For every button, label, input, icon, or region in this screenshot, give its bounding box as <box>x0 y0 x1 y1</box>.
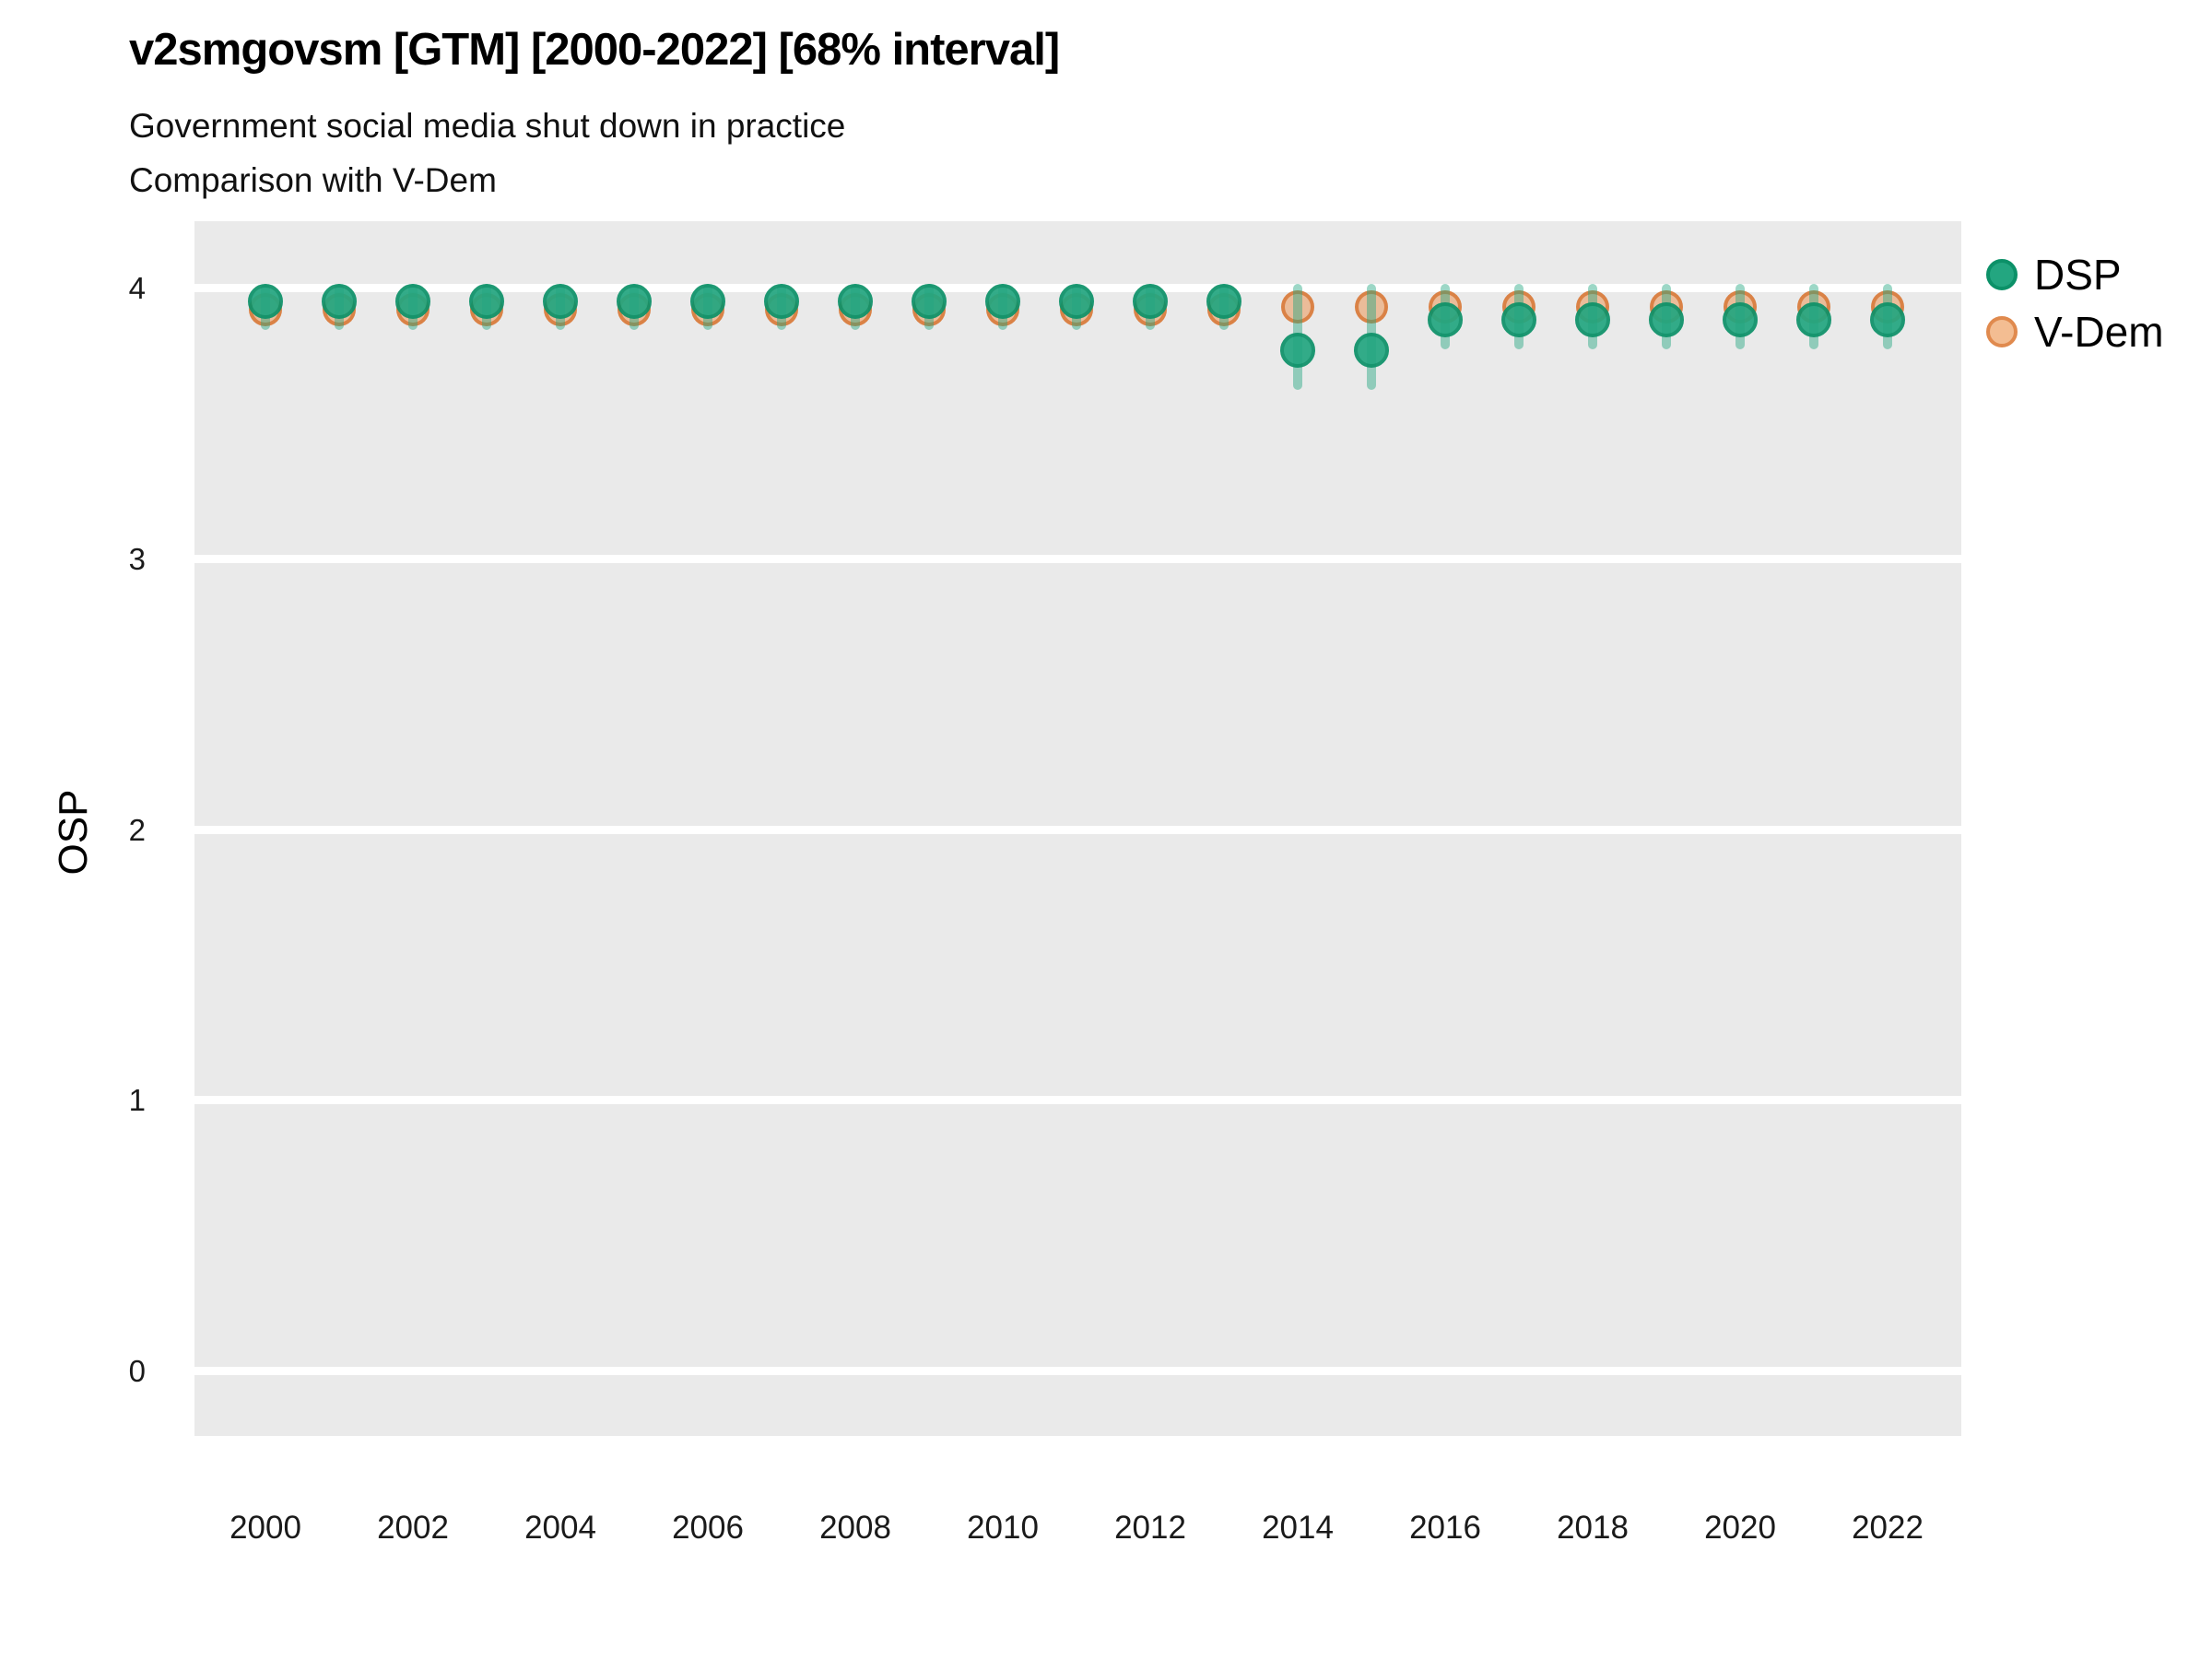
legend-label-dsp: DSP <box>2034 251 2122 299</box>
dsp-point-2001 <box>322 283 357 319</box>
legend-item-dsp: DSP <box>1986 245 2122 304</box>
x-tick-label-2006: 2006 <box>672 1510 744 1546</box>
dsp-point-2002 <box>395 283 430 319</box>
dsp-point-2022 <box>1870 302 1905 338</box>
x-tick-label-2000: 2000 <box>229 1510 301 1546</box>
legend-item-vdem: V-Dem <box>1986 302 2164 361</box>
dsp-point-2010 <box>985 283 1020 319</box>
dsp-point-2018 <box>1575 302 1610 338</box>
dsp-point-2013 <box>1206 283 1241 319</box>
dsp-point-2020 <box>1723 302 1758 338</box>
dsp-point-2008 <box>838 283 873 319</box>
dsp-point-2005 <box>617 283 652 319</box>
dsp-point-2012 <box>1133 283 1168 319</box>
dsp-point-2007 <box>764 283 799 319</box>
vdem-point-2014 <box>1281 289 1314 324</box>
y-tick-label-4: 4 <box>128 271 146 305</box>
x-tick-label-2008: 2008 <box>819 1510 891 1546</box>
y-tick-label-1: 1 <box>128 1083 146 1118</box>
plot-panel <box>194 221 1961 1436</box>
dsp-point-2003 <box>469 283 504 319</box>
dsp-point-2015 <box>1354 332 1389 368</box>
gridline-y-1 <box>194 1096 1961 1105</box>
chart-subtitle-line2: Comparison with V-Dem <box>129 161 497 199</box>
x-tick-label-2004: 2004 <box>524 1510 596 1546</box>
y-tick-label-0: 0 <box>128 1354 146 1388</box>
dsp-point-2016 <box>1428 302 1463 338</box>
x-tick-label-2022: 2022 <box>1852 1510 1924 1546</box>
dsp-point-2000 <box>248 283 283 319</box>
dsp-point-2011 <box>1059 283 1094 319</box>
x-tick-label-2010: 2010 <box>967 1510 1039 1546</box>
x-tick-label-2016: 2016 <box>1409 1510 1481 1546</box>
dsp-point-2019 <box>1649 302 1684 338</box>
x-tick-label-2014: 2014 <box>1262 1510 1334 1546</box>
x-tick-label-2012: 2012 <box>1114 1510 1186 1546</box>
legend-label-vdem: V-Dem <box>2034 308 2164 356</box>
y-tick-label-2: 2 <box>128 812 146 847</box>
vdem-legend-dot-icon <box>1986 316 2018 347</box>
chart-title: v2smgovsm [GTM] [2000-2022] [68% interva… <box>129 25 1060 75</box>
chart-subtitle-line1: Government social media shut down in pra… <box>129 107 846 145</box>
y-tick-label-3: 3 <box>128 541 146 576</box>
vdem-point-2015 <box>1355 289 1388 324</box>
dsp-point-2004 <box>543 283 578 319</box>
x-tick-label-2020: 2020 <box>1704 1510 1776 1546</box>
gridline-y-2 <box>194 825 1961 834</box>
dsp-legend-dot-icon <box>1986 259 2018 290</box>
dsp-point-2009 <box>912 283 947 319</box>
dsp-point-2021 <box>1796 302 1831 338</box>
x-tick-label-2002: 2002 <box>377 1510 449 1546</box>
dsp-point-2017 <box>1501 302 1536 338</box>
gridline-y-3 <box>194 554 1961 563</box>
x-tick-label-2018: 2018 <box>1557 1510 1629 1546</box>
dsp-point-2006 <box>690 283 725 319</box>
gridline-y-0 <box>194 1367 1961 1375</box>
dsp-point-2014 <box>1280 332 1315 368</box>
